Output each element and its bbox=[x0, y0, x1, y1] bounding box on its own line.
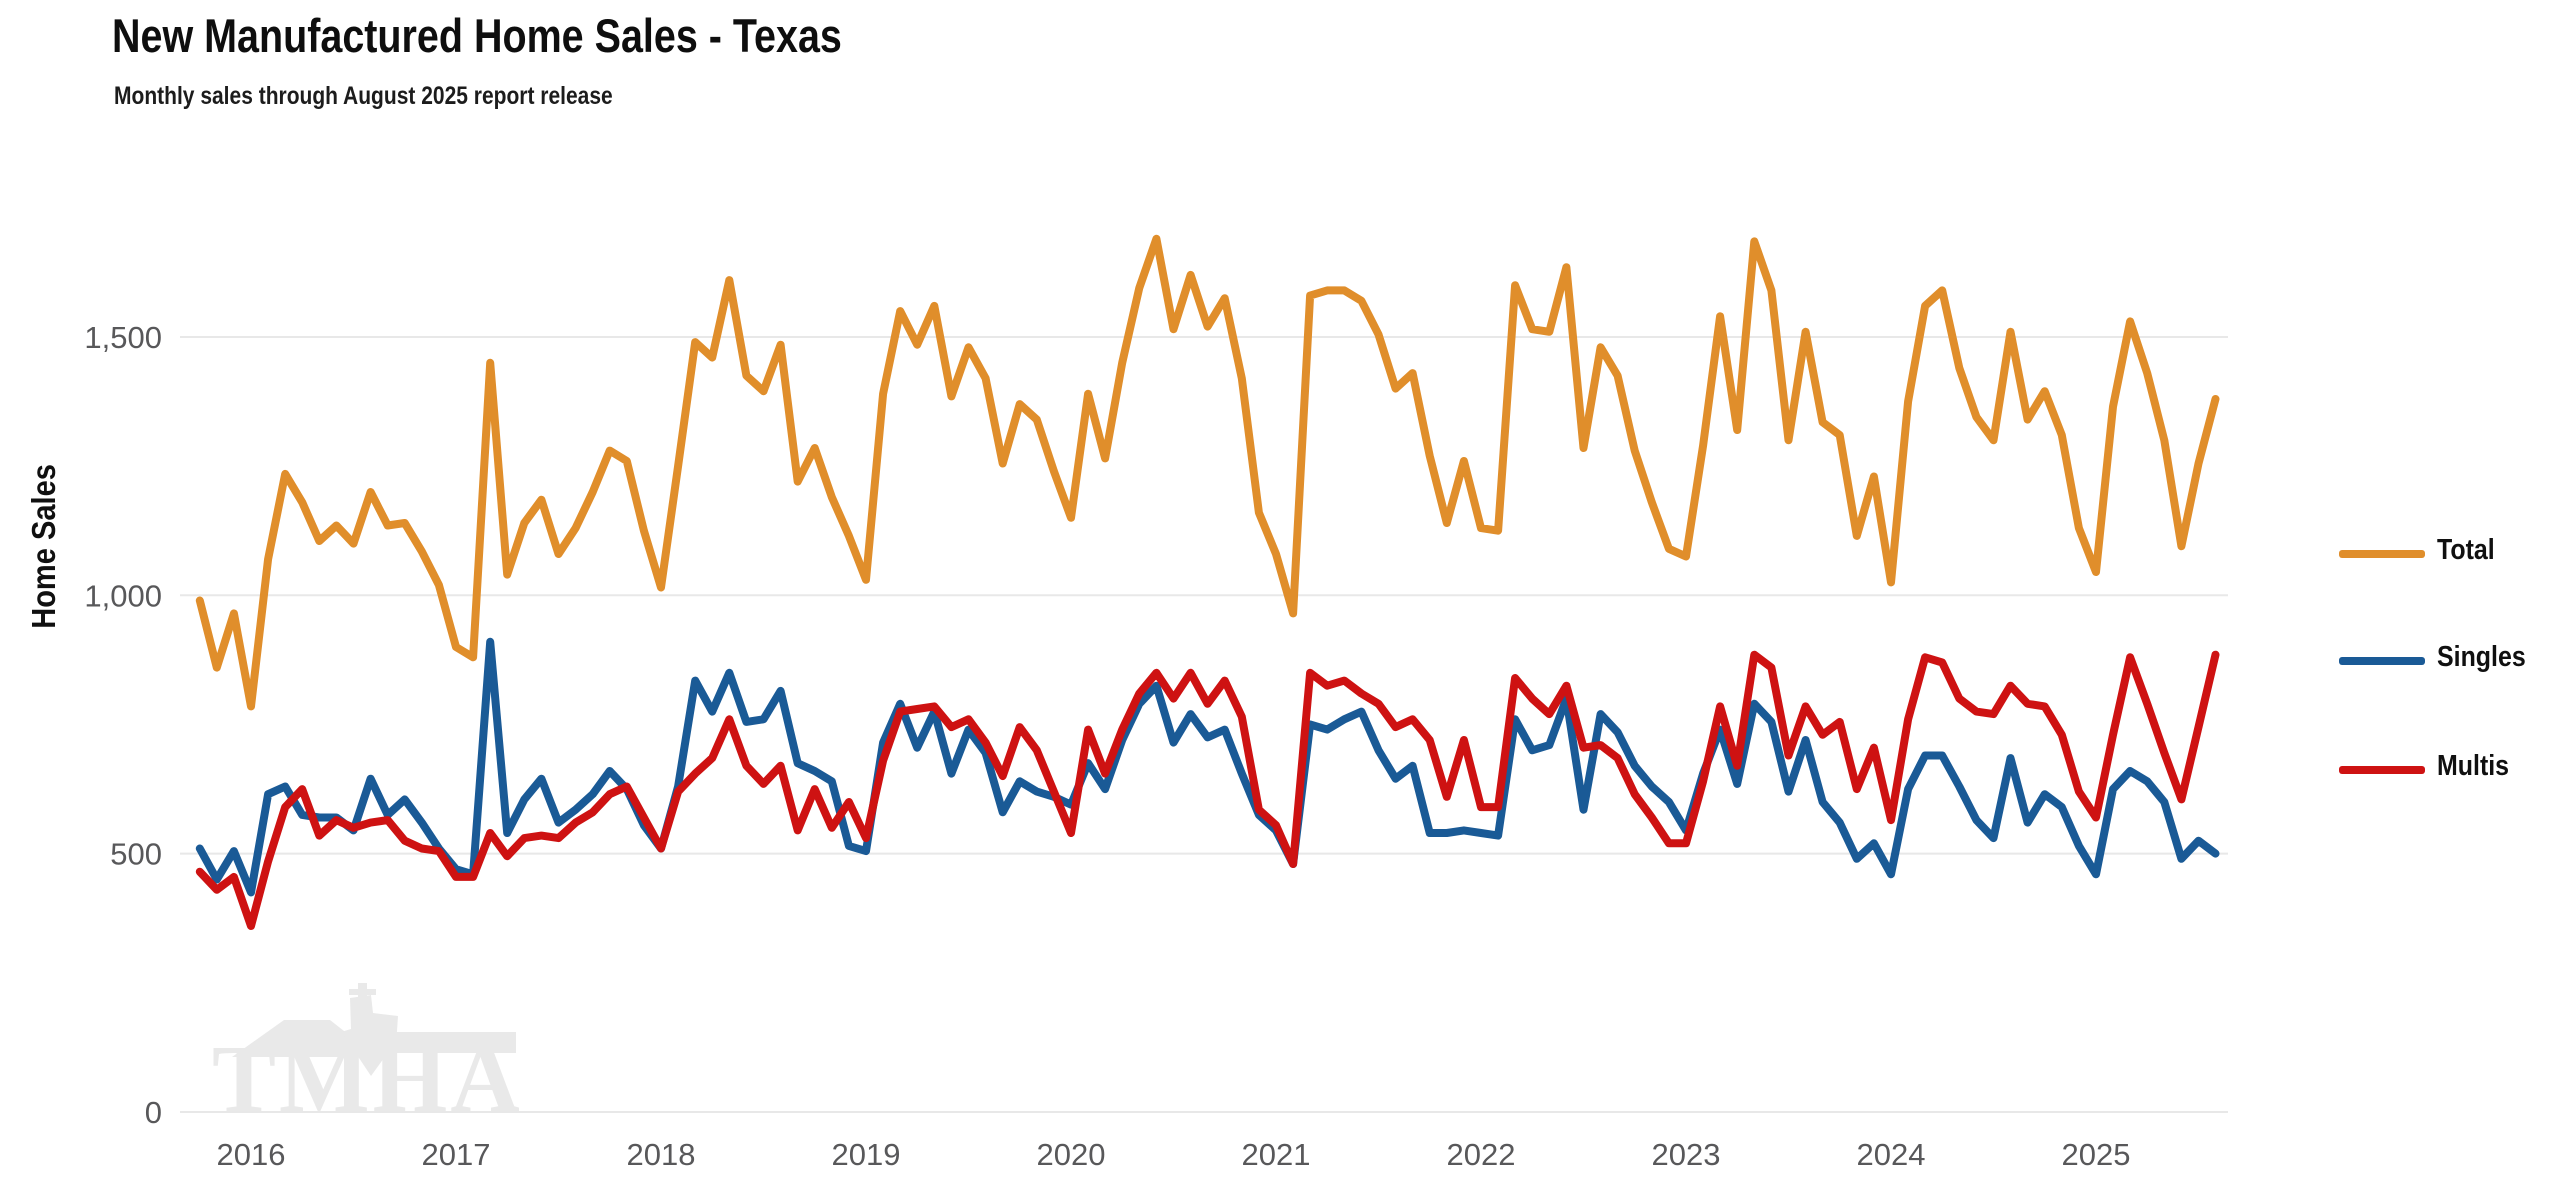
legend-swatch-multis bbox=[2339, 766, 2425, 774]
y-tick-label: 500 bbox=[110, 837, 162, 872]
x-tick-label: 2019 bbox=[832, 1137, 901, 1172]
legend-label-singles: Singles bbox=[2437, 641, 2526, 673]
legend-swatch-singles bbox=[2339, 657, 2425, 665]
legend-swatch-total bbox=[2339, 550, 2425, 558]
legend: Total Singles Multis bbox=[2339, 0, 2568, 1200]
x-tick-label: 2023 bbox=[1651, 1137, 1720, 1172]
chart-subtitle-text: Monthly sales through August 2025 report… bbox=[114, 82, 613, 110]
chart-subtitle: Monthly sales through August 2025 report… bbox=[114, 82, 708, 111]
series-line-multis bbox=[195, 650, 2220, 930]
legend-label-multis: Multis bbox=[2437, 750, 2510, 782]
x-tick-label: 2016 bbox=[217, 1137, 286, 1172]
x-tick-label: 2018 bbox=[627, 1137, 696, 1172]
x-tick-label: 2022 bbox=[1446, 1137, 1515, 1172]
series-line-singles bbox=[195, 637, 2220, 897]
x-tick-label: 2017 bbox=[422, 1137, 491, 1172]
y-tick-label: 1,000 bbox=[84, 578, 162, 613]
x-tick-label: 2020 bbox=[1036, 1137, 1105, 1172]
x-tick-label: 2024 bbox=[1856, 1137, 1925, 1172]
y-axis-title: Home Sales bbox=[25, 463, 62, 629]
watermark-logo: TMHA bbox=[212, 983, 523, 1132]
x-tick-label: 2025 bbox=[2061, 1137, 2130, 1172]
series-line-total bbox=[195, 234, 2220, 711]
y-tick-label: 1,500 bbox=[84, 320, 162, 355]
y-tick-label: 0 bbox=[145, 1095, 162, 1130]
chart-title-text: New Manufactured Home Sales - Texas bbox=[112, 9, 842, 62]
chart-title: New Manufactured Home Sales - Texas bbox=[112, 8, 981, 63]
watermark-text: TMHA bbox=[212, 1025, 523, 1132]
legend-label-total: Total bbox=[2437, 534, 2495, 566]
x-tick-label: 2021 bbox=[1241, 1137, 1310, 1172]
